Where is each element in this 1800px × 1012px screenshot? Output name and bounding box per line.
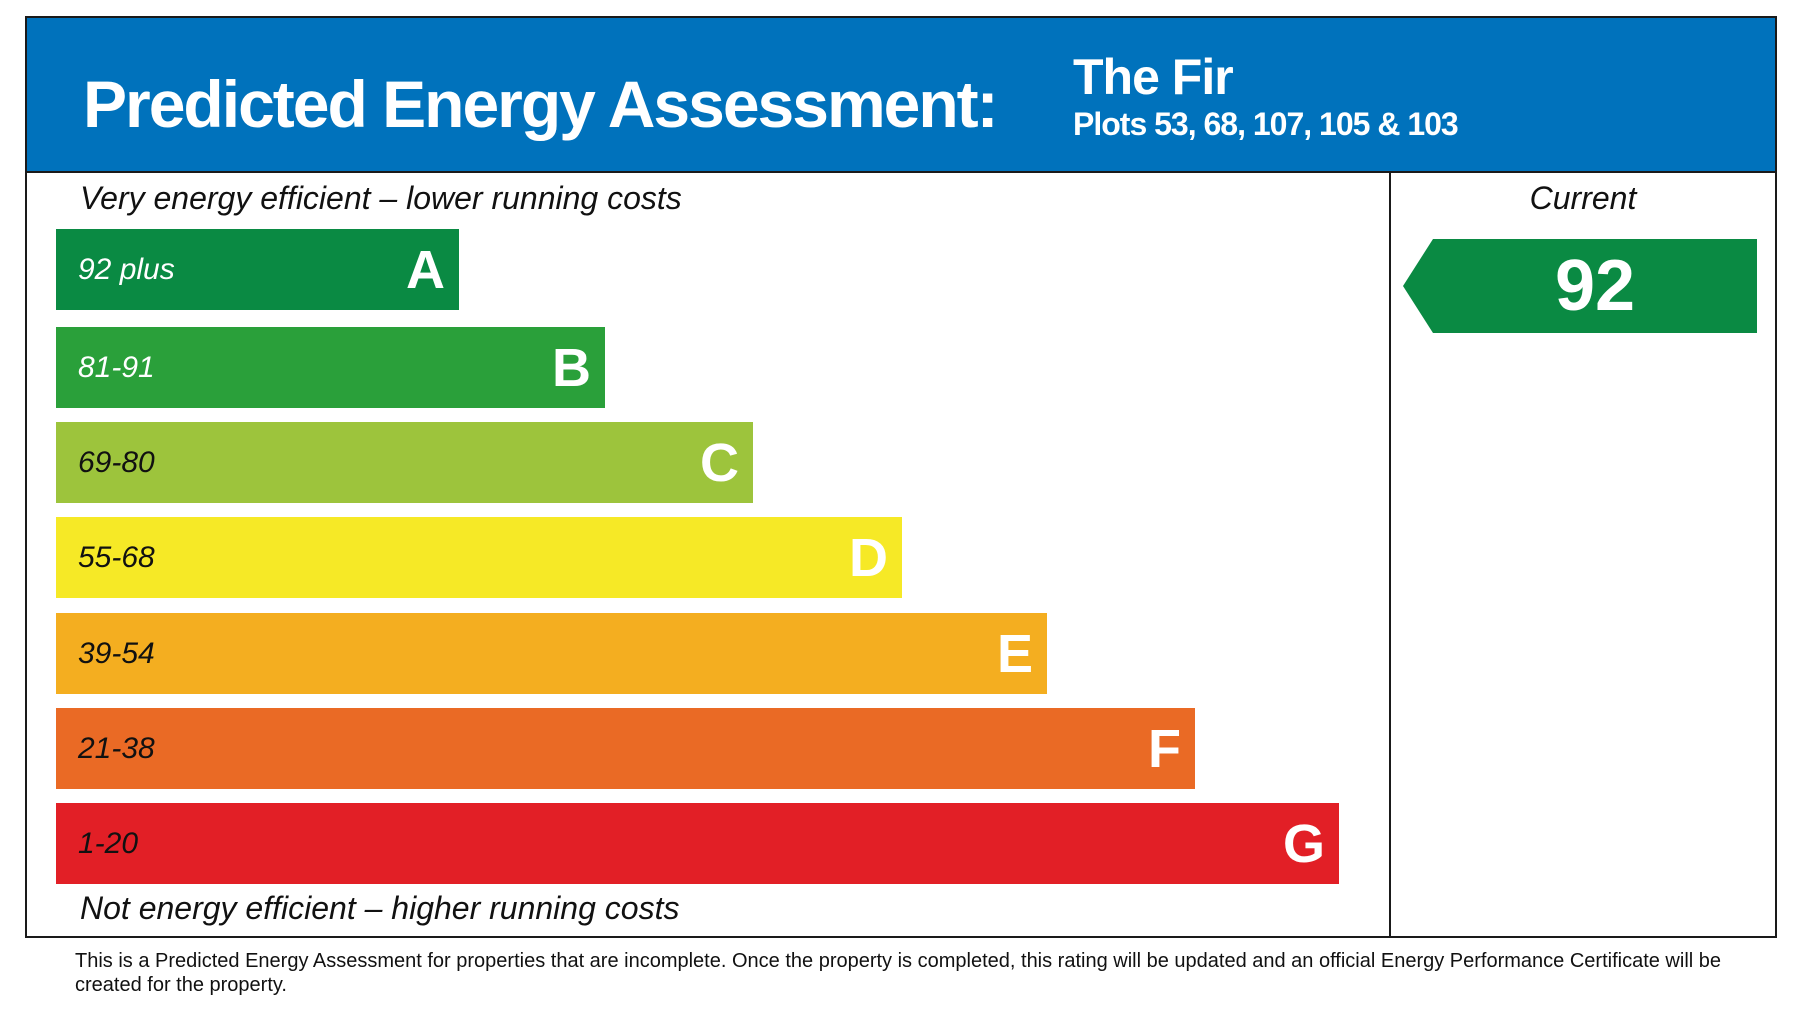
current-label: Current [1529,180,1637,216]
band-b: 81-91 B [56,327,605,408]
band-letter: C [700,432,739,493]
current-rating-arrow [1403,239,1757,333]
band-range: 55-68 [78,540,155,574]
page-title: Predicted Energy Assessment: [83,67,999,141]
current-rating-value: 92 [1554,246,1636,326]
band-letter: E [996,623,1033,684]
band-letter: B [552,337,591,398]
top-caption: Very energy efficient – lower running co… [80,180,682,216]
band-e: 39-54 E [56,613,1047,694]
band-letter: D [849,527,888,588]
band-range: 21-38 [78,731,155,765]
header-banner: Predicted Energy Assessment: The Fir Plo… [27,18,1775,173]
column-divider [1389,173,1391,936]
band-f: 21-38 F [56,708,1195,789]
band-range: 81-91 [78,350,155,384]
band-g: 1-20 G [56,803,1339,884]
band-d: 55-68 D [56,517,902,598]
band-c: 69-80 C [56,422,753,503]
band-a: 92 plus A [56,229,459,310]
plots-list: Plots 53, 68, 107, 105 & 103 [1073,106,1459,142]
band-range: 69-80 [78,445,155,479]
band-range: 39-54 [78,636,155,670]
band-letter: G [1282,813,1325,874]
band-range: 92 plus [78,252,175,286]
band-letter: F [1148,718,1181,779]
property-name: The Fir [1073,49,1234,105]
band-range: 1-20 [78,826,139,860]
energy-rating-panel: Predicted Energy Assessment: The Fir Plo… [25,16,1777,938]
disclaimer-text: This is a Predicted Energy Assessment fo… [75,950,1722,996]
band-letter: A [406,239,445,300]
bottom-caption: Not energy efficient – higher running co… [80,890,680,926]
